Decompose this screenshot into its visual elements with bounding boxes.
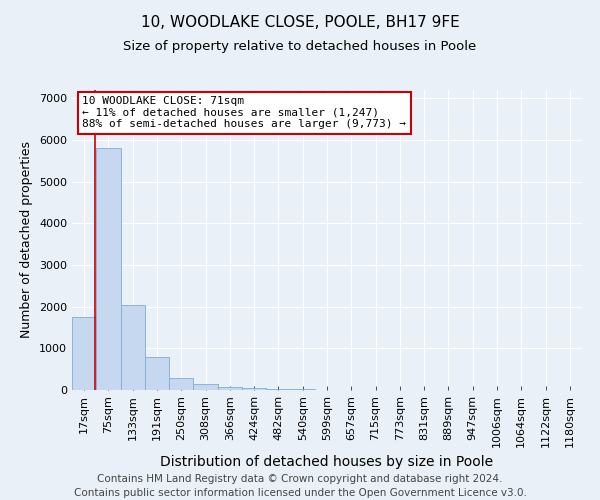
- Text: Contains HM Land Registry data © Crown copyright and database right 2024.
Contai: Contains HM Land Registry data © Crown c…: [74, 474, 526, 498]
- Bar: [72, 317, 96, 390]
- Y-axis label: Number of detached properties: Number of detached properties: [20, 142, 34, 338]
- Text: 10 WOODLAKE CLOSE: 71sqm
← 11% of detached houses are smaller (1,247)
88% of sem: 10 WOODLAKE CLOSE: 71sqm ← 11% of detach…: [82, 96, 406, 129]
- Text: 10, WOODLAKE CLOSE, POOLE, BH17 9FE: 10, WOODLAKE CLOSE, POOLE, BH17 9FE: [140, 15, 460, 30]
- Text: Size of property relative to detached houses in Poole: Size of property relative to detached ho…: [124, 40, 476, 53]
- Bar: [145, 356, 169, 390]
- Bar: [218, 386, 242, 390]
- Bar: [96, 148, 121, 390]
- X-axis label: Distribution of detached houses by size in Poole: Distribution of detached houses by size …: [160, 455, 494, 469]
- Bar: [266, 389, 290, 390]
- Bar: [169, 378, 193, 390]
- Bar: [193, 384, 218, 390]
- Bar: [242, 388, 266, 390]
- Bar: [121, 304, 145, 390]
